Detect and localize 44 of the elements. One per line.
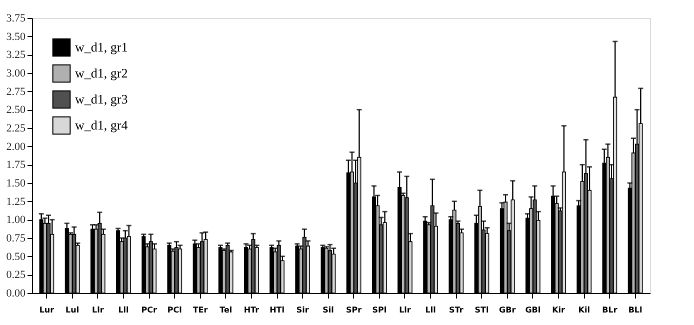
x-tick-label: STr (449, 306, 464, 314)
y-tick-label: 0.75 (6, 232, 26, 244)
x-tick-label: PCr (141, 306, 157, 314)
y-tick-label: 1.50 (6, 178, 26, 190)
x-tick-label: Tel (220, 306, 232, 314)
legend-label: w_d1, gr1 (75, 40, 128, 54)
x-tick-label: Lll (425, 306, 436, 314)
y-tick-label: 3.25 (6, 49, 26, 62)
x-tick-label: HTl (270, 306, 285, 314)
y-tick-label: 3.00 (6, 68, 26, 80)
y-tick-label: 1.00 (6, 214, 26, 226)
x-tick-label: SPl (372, 306, 387, 314)
x-tick-label: SPr (346, 306, 362, 314)
y-tick-label: 1.25 (6, 196, 26, 208)
x-tick-label: BLl (628, 306, 643, 314)
x-tick-label: Lul (66, 306, 80, 314)
y-tick-label: 3.50 (6, 30, 26, 43)
x-tick-label: Lll (118, 306, 130, 314)
x-tick-label: Llr (399, 306, 411, 314)
x-tick-label: Sil (322, 306, 334, 314)
legend-label: w_d1, gr2 (75, 66, 128, 80)
x-tick-label: GBl (525, 306, 541, 314)
x-tick-label: TEr (192, 306, 208, 314)
y-tick-label: 0.50 (6, 250, 26, 263)
y-tick-label: 0.00 (6, 288, 26, 300)
x-tick-label: PCl (167, 306, 182, 314)
legend-label: w_d1, gr4 (75, 118, 128, 132)
x-tick-label: Kir (552, 306, 566, 314)
x-tick-label: Kil (578, 306, 590, 314)
x-tick-label: Llr (92, 306, 104, 314)
x-tick-label: Sir (296, 306, 309, 314)
y-tick-label: 0.25 (6, 269, 26, 282)
x-tick-label: BLr (602, 306, 618, 314)
legend-label: w_d1, gr3 (75, 92, 128, 106)
y-tick-label: 3.75 (6, 12, 26, 24)
x-tick-label: STl (474, 306, 489, 314)
x-tick-label: Lur (39, 306, 54, 314)
y-tick-label: 2.25 (6, 122, 26, 134)
y-tick-label: 1.75 (6, 159, 26, 172)
y-tick-label: 2.75 (6, 86, 26, 98)
y-tick-label: 2.50 (6, 104, 26, 116)
x-tick-label: HTr (244, 306, 260, 314)
y-tick-label: 2.00 (6, 140, 26, 153)
x-tick-label: GBr (499, 306, 516, 314)
